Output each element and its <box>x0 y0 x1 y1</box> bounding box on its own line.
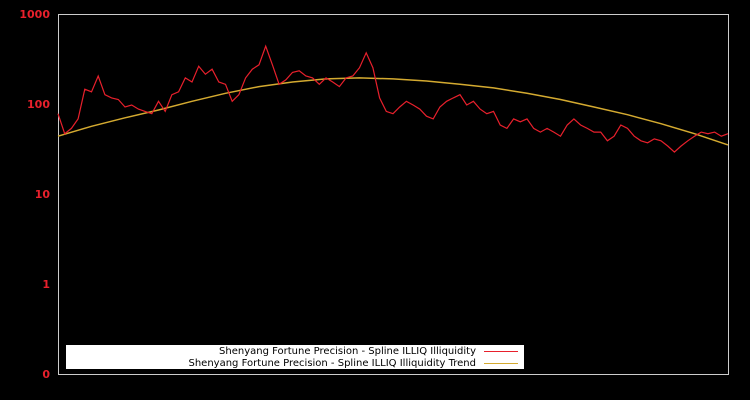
y-tick-0: 0 <box>42 368 50 381</box>
y-tick-10: 10 <box>34 188 50 201</box>
y-tick-1000: 1000 <box>19 8 50 21</box>
legend-swatch-red <box>484 350 518 352</box>
legend-item-illiquidity: Shenyang Fortune Precision - Spline ILLI… <box>219 345 518 357</box>
illiquidity-series-line <box>57 44 729 153</box>
y-tick-100: 100 <box>27 98 50 111</box>
legend-label: Shenyang Fortune Precision - Spline ILLI… <box>219 345 476 357</box>
legend-label: Shenyang Fortune Precision - Spline ILLI… <box>188 357 477 369</box>
legend-item-trend: Shenyang Fortune Precision - Spline ILLI… <box>188 357 518 369</box>
y-tick-1: 1 <box>42 278 50 291</box>
plot-area-frame <box>58 14 729 375</box>
legend-swatch-gold <box>484 362 518 364</box>
trend-series-line <box>57 77 729 146</box>
chart-legend: Shenyang Fortune Precision - Spline ILLI… <box>66 345 524 369</box>
